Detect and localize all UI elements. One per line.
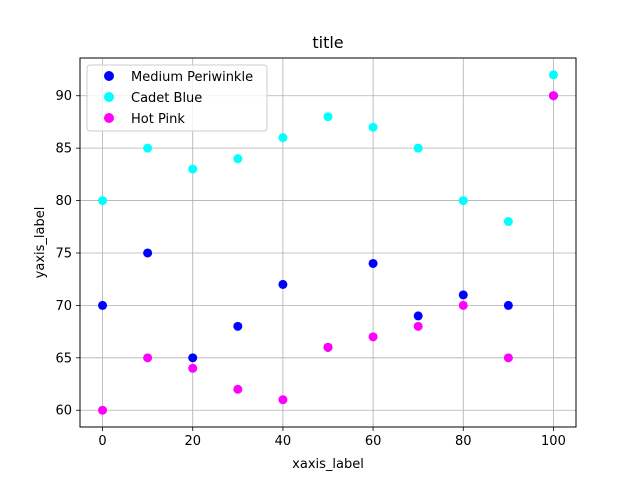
point-medium-periwinkle	[143, 248, 152, 257]
point-medium-periwinkle	[459, 290, 468, 299]
point-cadet-blue	[233, 154, 242, 163]
x-axis-label: xaxis_label	[292, 457, 364, 472]
point-hot-pink	[324, 343, 333, 352]
point-hot-pink	[414, 322, 423, 331]
point-medium-periwinkle	[233, 322, 242, 331]
y-tick-label: 80	[55, 194, 72, 209]
point-medium-periwinkle	[188, 353, 197, 362]
y-tick-label: 60	[55, 404, 72, 419]
point-cadet-blue	[188, 165, 197, 174]
x-tick-label: 60	[365, 434, 382, 449]
point-cadet-blue	[549, 70, 558, 79]
chart-title: title	[312, 33, 343, 52]
point-medium-periwinkle	[278, 280, 287, 289]
legend-label-medium-periwinkle: Medium Periwinkle	[131, 70, 253, 85]
point-hot-pink	[459, 301, 468, 310]
point-cadet-blue	[369, 123, 378, 132]
point-cadet-blue	[414, 144, 423, 153]
point-hot-pink	[98, 406, 107, 415]
point-hot-pink	[188, 364, 197, 373]
legend-label-hot-pink: Hot Pink	[131, 112, 185, 127]
point-medium-periwinkle	[98, 301, 107, 310]
point-hot-pink	[549, 91, 558, 100]
point-medium-periwinkle	[414, 311, 423, 320]
y-axis-label: yaxis_label	[33, 207, 48, 279]
y-tick-label: 85	[55, 142, 72, 157]
point-cadet-blue	[504, 217, 513, 226]
x-tick-label: 80	[455, 434, 472, 449]
point-cadet-blue	[324, 112, 333, 121]
x-tick-label: 40	[275, 434, 292, 449]
point-medium-periwinkle	[369, 259, 378, 268]
y-tick-label: 75	[55, 246, 72, 261]
legend-marker-hot-pink	[104, 113, 114, 123]
point-hot-pink	[504, 353, 513, 362]
legend: Medium Periwinkle Cadet Blue Hot Pink	[87, 65, 267, 131]
y-tick-label: 70	[55, 299, 72, 314]
y-tick-label: 65	[55, 351, 72, 366]
legend-label-cadet-blue: Cadet Blue	[131, 91, 202, 106]
point-cadet-blue	[143, 144, 152, 153]
legend-marker-medium-periwinkle	[104, 71, 114, 81]
point-hot-pink	[143, 353, 152, 362]
legend-marker-cadet-blue	[104, 92, 114, 102]
point-hot-pink	[278, 395, 287, 404]
x-tick-label: 20	[184, 434, 201, 449]
point-cadet-blue	[98, 196, 107, 205]
point-cadet-blue	[459, 196, 468, 205]
x-tick-label: 0	[98, 434, 106, 449]
point-cadet-blue	[278, 133, 287, 142]
y-tick-label: 90	[55, 89, 72, 104]
point-hot-pink	[233, 385, 242, 394]
point-hot-pink	[369, 332, 378, 341]
point-medium-periwinkle	[504, 301, 513, 310]
x-tick-label: 100	[541, 434, 566, 449]
